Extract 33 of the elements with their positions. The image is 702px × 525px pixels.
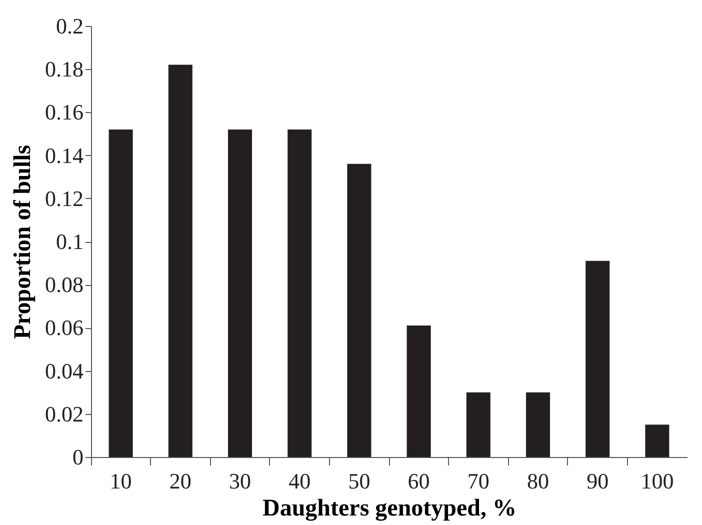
bar — [406, 326, 431, 457]
y-tick-label: 0.06 — [45, 315, 84, 340]
x-tick-label: 10 — [110, 468, 132, 494]
x-tick-label: 60 — [408, 468, 430, 494]
y-tick-label: 0.02 — [45, 401, 84, 426]
x-tick-label: 50 — [348, 468, 370, 494]
bar — [586, 260, 610, 457]
bar — [347, 164, 372, 457]
y-tick-label: 0.08 — [45, 272, 84, 298]
x-tick-label: 70 — [467, 468, 490, 494]
bar — [288, 129, 312, 457]
bar — [168, 64, 192, 457]
y-tick-label: 0 — [72, 444, 84, 470]
bar — [645, 424, 670, 457]
y-tick-label: 0.18 — [45, 56, 84, 82]
x-tick-label: 100 — [640, 468, 674, 494]
y-tick-label: 0.1 — [56, 229, 84, 254]
x-tick-label: 30 — [229, 468, 251, 494]
y-tick-label: 0.12 — [45, 186, 84, 211]
bar — [228, 129, 252, 457]
x-axis-title: Daughters genotyped, % — [262, 496, 517, 522]
bar — [108, 129, 133, 457]
x-tick-label: 90 — [586, 468, 609, 494]
x-tick-label: 20 — [169, 468, 192, 494]
x-tick-label: 40 — [288, 468, 311, 494]
bar — [526, 392, 550, 457]
y-tick-label: 0.14 — [45, 142, 84, 168]
y-tick-label: 0.04 — [45, 358, 84, 384]
y-tick-label: 0.16 — [45, 100, 84, 125]
y-axis-title: Proportion of bulls — [10, 144, 36, 340]
bar — [466, 392, 490, 457]
y-tick-label: 0.2 — [56, 14, 84, 38]
x-tick-label: 80 — [527, 468, 549, 494]
